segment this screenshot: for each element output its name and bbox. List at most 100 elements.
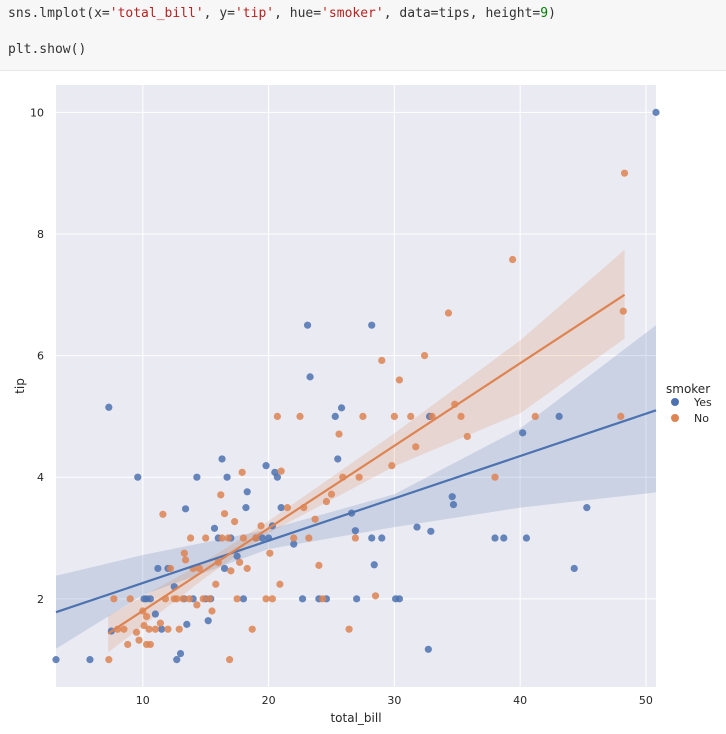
y-tick-label: 4	[37, 471, 44, 484]
point-no	[296, 412, 304, 421]
code-height-arg: 9	[540, 6, 549, 21]
point-no	[135, 636, 143, 644]
point-no	[283, 504, 292, 512]
point-no	[217, 491, 225, 499]
y-tick-label: 10	[30, 106, 44, 119]
point-yes	[181, 505, 190, 513]
point-yes	[555, 412, 563, 421]
point-no	[617, 412, 625, 421]
point-no	[199, 595, 207, 603]
point-yes	[146, 595, 154, 603]
point-yes	[519, 429, 527, 437]
legend-title: smoker	[666, 382, 710, 396]
point-no	[388, 462, 396, 470]
point-no	[132, 628, 141, 636]
point-no	[239, 534, 248, 542]
y-tick-label: 8	[37, 228, 44, 241]
code-close-paren: )	[548, 6, 556, 21]
point-yes	[204, 617, 212, 625]
point-no	[202, 534, 210, 542]
x-axis-label: total_bill	[330, 711, 381, 725]
x-tick-label: 50	[639, 694, 653, 707]
point-no	[491, 473, 499, 481]
point-yes	[368, 321, 376, 329]
point-no	[315, 561, 323, 569]
point-no	[311, 515, 319, 523]
point-no	[186, 534, 195, 542]
point-no	[420, 351, 429, 360]
point-yes	[243, 488, 251, 496]
y-tick-labels: 2 4 6 8 10	[30, 106, 44, 605]
point-no	[224, 534, 232, 542]
point-no	[428, 412, 436, 421]
point-yes	[427, 527, 435, 535]
point-no	[390, 412, 398, 421]
x-tick-label: 40	[513, 694, 527, 707]
point-no	[277, 467, 285, 475]
point-yes	[277, 504, 285, 512]
point-no	[327, 490, 336, 498]
point-yes	[306, 373, 314, 381]
point-no	[175, 625, 183, 633]
point-no	[378, 356, 386, 365]
code-hue-arg: 'smoker'	[321, 6, 384, 21]
point-no	[351, 534, 359, 542]
point-no	[218, 534, 226, 542]
point-yes	[334, 455, 342, 463]
point-no	[345, 625, 353, 633]
point-no	[509, 255, 517, 264]
point-no	[126, 595, 134, 603]
point-no	[359, 412, 367, 421]
point-no	[173, 595, 181, 603]
point-no	[227, 567, 235, 575]
point-yes	[368, 534, 376, 542]
point-yes	[395, 595, 403, 603]
point-yes	[370, 561, 378, 569]
code-sep-2: , hue=	[274, 6, 322, 21]
point-yes	[583, 504, 591, 512]
legend-label-no: No	[694, 412, 709, 425]
point-no	[220, 510, 229, 518]
point-no	[212, 580, 220, 588]
point-no	[105, 656, 113, 664]
x-tick-labels: 10 20 30 40 50	[136, 694, 653, 707]
point-no	[248, 625, 256, 633]
code-sep-3: , data=tips, height=	[383, 6, 541, 21]
point-yes	[331, 412, 339, 421]
point-no	[273, 412, 281, 421]
point-no	[619, 307, 627, 315]
point-no	[463, 432, 471, 441]
point-no	[185, 595, 193, 603]
point-no	[322, 497, 331, 506]
point-yes	[105, 403, 113, 411]
point-no	[179, 595, 187, 603]
point-no	[319, 595, 327, 603]
point-yes	[522, 534, 531, 542]
point-yes	[290, 540, 298, 548]
point-yes	[134, 473, 142, 481]
point-no	[181, 556, 190, 564]
point-no	[355, 473, 363, 481]
point-yes	[500, 534, 508, 542]
point-yes	[491, 534, 499, 542]
scatter-points	[52, 108, 660, 664]
point-yes	[239, 595, 248, 603]
point-no	[335, 430, 343, 438]
point-yes	[303, 321, 312, 329]
point-no	[166, 564, 175, 573]
point-yes	[210, 524, 219, 532]
point-no	[276, 580, 284, 588]
point-yes	[351, 527, 359, 535]
legend-marker-yes	[671, 398, 679, 406]
point-no	[205, 595, 214, 603]
point-no	[407, 412, 415, 421]
y-tick-label: 6	[37, 350, 44, 363]
code-cell[interactable]: sns.lmplot(x='total_bill', y='tip', hue=…	[0, 0, 726, 71]
point-no	[231, 518, 239, 526]
point-no	[412, 443, 420, 451]
code-line-show: plt.show()	[8, 42, 87, 57]
point-no	[243, 564, 251, 573]
legend-label-yes: Yes	[693, 396, 712, 409]
point-no	[146, 640, 154, 649]
